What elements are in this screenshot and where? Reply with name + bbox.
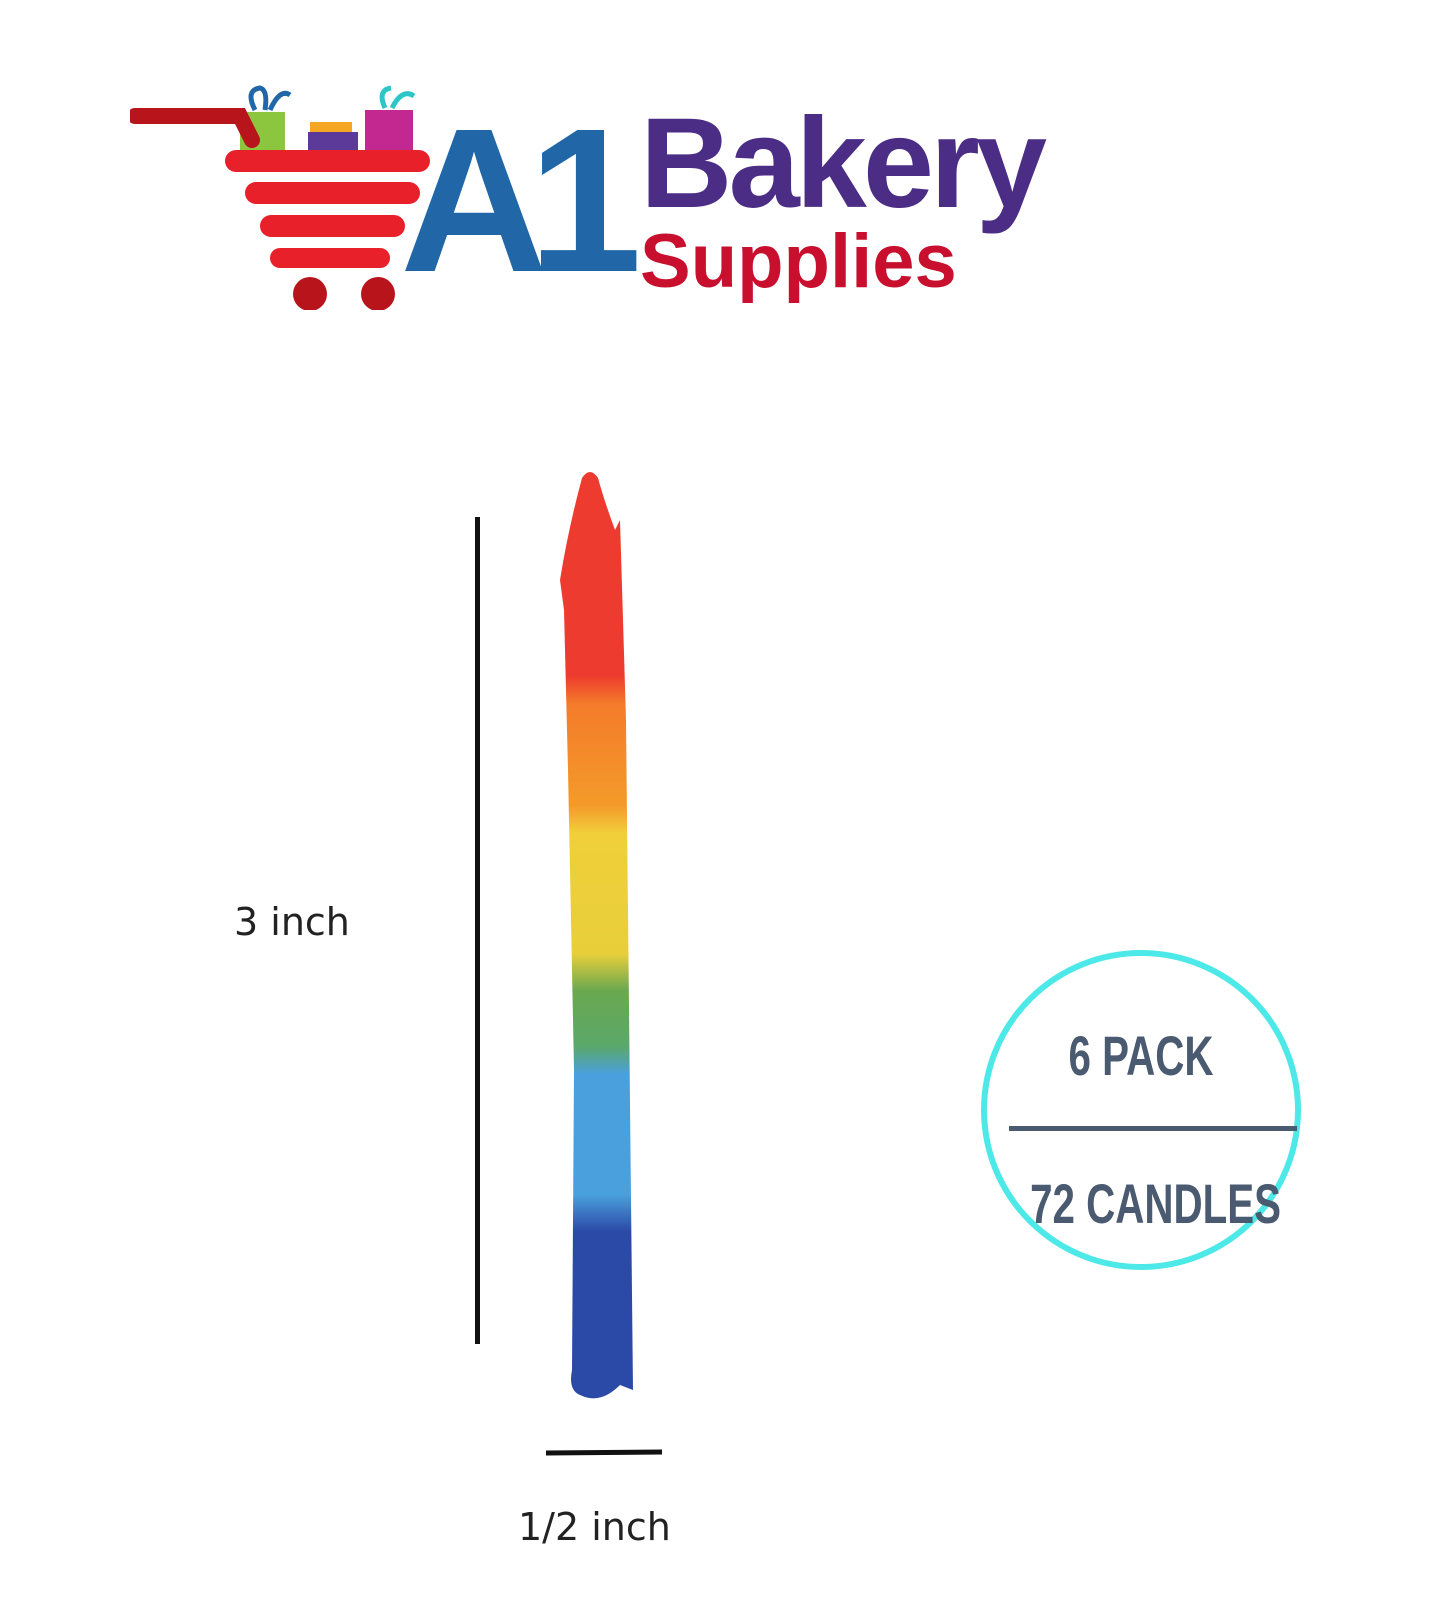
- gift-box-magenta: [365, 110, 413, 150]
- candle-count-text: 72 CANDLES: [1030, 1172, 1282, 1235]
- logo-a1-text: A1: [400, 86, 642, 315]
- width-dimension-line: [545, 1449, 663, 1456]
- pack-size-text: 6 PACK: [1068, 1024, 1214, 1087]
- badge-divider: [1009, 1126, 1297, 1131]
- height-label: 3 inch: [234, 900, 350, 944]
- logo-supplies-text: Supplies: [640, 219, 957, 304]
- rainbow-candle: [560, 470, 670, 1410]
- pack-badge: 6 PACK 72 CANDLES: [981, 950, 1301, 1270]
- height-dimension-line: [475, 517, 480, 1344]
- gift-box-purple: [308, 132, 358, 150]
- logo-bakery-text: Bakery: [640, 92, 1047, 235]
- width-label: 1/2 inch: [518, 1505, 671, 1549]
- shopping-cart-with-gifts-icon: [127, 85, 430, 311]
- cart-wheel: [361, 277, 395, 311]
- candle-body: [560, 472, 633, 1399]
- cart-wheel: [293, 277, 327, 311]
- logo: [127, 70, 460, 311]
